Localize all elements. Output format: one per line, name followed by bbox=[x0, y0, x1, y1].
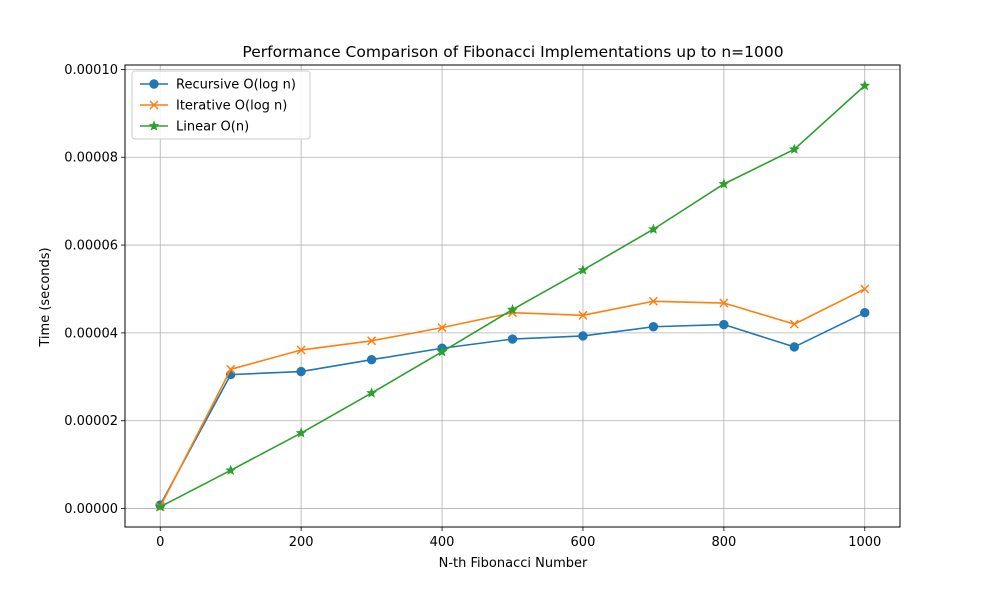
x-axis-label: N-th Fibonacci Number bbox=[439, 556, 588, 571]
series-group bbox=[154, 79, 871, 512]
x-tick-label: 800 bbox=[711, 535, 736, 550]
legend: Recursive O(log n) Iterative O(log n) Line… bbox=[131, 70, 311, 140]
series-1 bbox=[155, 284, 870, 512]
x-tick-label: 200 bbox=[289, 535, 314, 550]
y-tick-label: 0.00006 bbox=[64, 239, 118, 254]
data-point bbox=[789, 319, 799, 329]
x-tick-label: 400 bbox=[430, 535, 455, 550]
series-2 bbox=[154, 79, 871, 512]
data-point bbox=[648, 322, 659, 332]
grid bbox=[125, 65, 900, 527]
legend-marker bbox=[148, 120, 160, 131]
legend-item: Linear O(n) bbox=[140, 120, 249, 135]
series-line bbox=[159, 288, 866, 508]
legend-label: Iterative O(log n) bbox=[176, 99, 287, 114]
data-point bbox=[436, 346, 448, 357]
legend-label: Linear O(n) bbox=[176, 120, 249, 135]
data-point bbox=[367, 336, 377, 346]
series-line bbox=[159, 85, 866, 508]
data-point bbox=[647, 223, 659, 234]
legend-label: Recursive O(log n) bbox=[176, 78, 296, 93]
data-point bbox=[507, 303, 518, 315]
chart-title: Performance Comparison of Fibonacci Impl… bbox=[242, 43, 783, 61]
series-0 bbox=[155, 307, 870, 510]
data-point bbox=[226, 364, 236, 374]
data-point bbox=[366, 387, 378, 398]
data-point bbox=[860, 284, 870, 294]
data-point bbox=[718, 178, 730, 189]
legend-item: Iterative O(log n) bbox=[140, 99, 287, 114]
data-point bbox=[437, 323, 447, 333]
y-axis-ticks: 0.00000 0.00002 0.00004 0.00006 0.00008 0.000… bbox=[64, 63, 125, 517]
y-tick-label: 0.00008 bbox=[64, 151, 118, 166]
data-point bbox=[225, 464, 237, 475]
legend-item: Recursive O(log n) bbox=[140, 78, 296, 93]
data-point bbox=[507, 334, 518, 344]
x-tick-label: 0 bbox=[156, 535, 164, 550]
data-point bbox=[366, 354, 377, 365]
y-tick-label: 0.00004 bbox=[64, 326, 118, 341]
x-tick-label: 1000 bbox=[848, 535, 881, 550]
y-tick-label: 0.00000 bbox=[64, 502, 118, 517]
data-point bbox=[578, 310, 588, 320]
plot-area-frame bbox=[124, 64, 901, 528]
y-tick-label: 0.00010 bbox=[64, 63, 118, 78]
legend-box bbox=[131, 70, 311, 140]
data-point bbox=[577, 264, 589, 275]
legend-marker bbox=[149, 79, 159, 89]
data-point bbox=[296, 345, 306, 355]
data-point bbox=[860, 307, 870, 318]
data-point bbox=[578, 331, 588, 341]
x-axis-ticks: 0 200 400 600 800 1000 bbox=[156, 527, 881, 550]
y-axis-label: Time (seconds) bbox=[38, 247, 53, 347]
data-point bbox=[719, 319, 729, 330]
data-point bbox=[788, 143, 800, 154]
data-point bbox=[719, 298, 729, 308]
data-point bbox=[295, 427, 307, 438]
legend-marker bbox=[149, 100, 159, 110]
data-point bbox=[648, 296, 658, 306]
data-point bbox=[789, 342, 800, 352]
data-point bbox=[859, 79, 871, 91]
x-tick-label: 600 bbox=[571, 535, 596, 550]
data-point bbox=[154, 501, 166, 512]
y-tick-label: 0.00002 bbox=[64, 414, 118, 429]
data-point bbox=[296, 366, 306, 377]
